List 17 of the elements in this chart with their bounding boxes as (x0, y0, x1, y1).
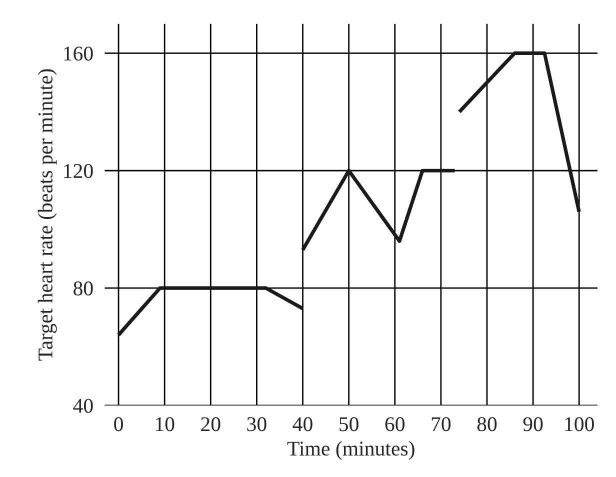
x-tick-label: 20 (201, 417, 220, 432)
x-tick-label: 70 (432, 417, 451, 432)
x-tick-label: 0 (114, 417, 123, 432)
x-axis-title: Time (minutes) (287, 441, 414, 460)
x-tick-label: 30 (247, 417, 266, 432)
x-tick-label: 90 (523, 417, 543, 432)
x-tick-label: 100 (565, 417, 594, 432)
y-tick-label: 160 (64, 46, 93, 61)
y-axis-title: Target heart rate (beats per minute) (38, 69, 57, 361)
y-tick-label: 120 (64, 164, 93, 178)
y-tick-label: 80 (74, 281, 93, 296)
x-tick-label: 60 (385, 417, 404, 432)
x-tick-label: 50 (340, 417, 358, 432)
x-tick-label: 10 (156, 417, 174, 432)
x-tick-label: 40 (292, 417, 312, 432)
x-tick-label: 80 (477, 417, 497, 432)
y-tick-label: 40 (73, 398, 93, 413)
